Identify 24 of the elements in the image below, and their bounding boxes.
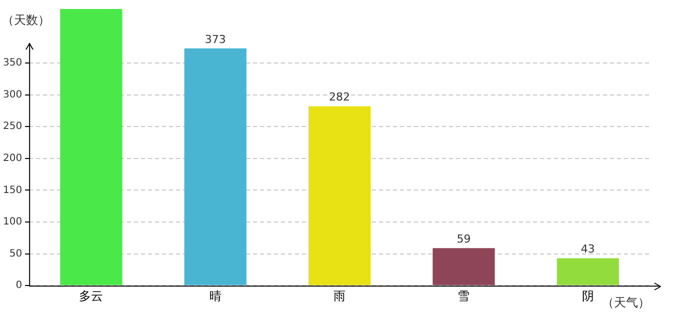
y-tick-label: 150 xyxy=(2,184,22,196)
y-tick-label: 100 xyxy=(2,216,22,228)
y-tick-label: 50 xyxy=(9,248,22,260)
x-tick-label: 雨 xyxy=(334,288,346,303)
data-label: 373 xyxy=(204,32,226,46)
y-tick-label: 350 xyxy=(2,58,22,69)
bar xyxy=(60,9,122,286)
data-label: 59 xyxy=(456,232,471,246)
bar xyxy=(308,106,371,286)
bar xyxy=(556,258,619,286)
x-tick-label: 多云 xyxy=(79,288,104,303)
y-tick-label: 250 xyxy=(2,121,22,132)
x-tick-label: 晴 xyxy=(209,288,222,303)
bar xyxy=(184,48,246,286)
y-tick-label: 0 xyxy=(16,280,22,292)
x-axis-title: （天气） xyxy=(602,296,650,310)
y-tick-label: 300 xyxy=(2,89,22,100)
data-label: 43 xyxy=(580,242,595,256)
data-label: 282 xyxy=(329,90,350,104)
x-tick-label: 阴 xyxy=(582,288,594,303)
x-tick-label: 雪 xyxy=(458,288,470,303)
y-tick-label: 200 xyxy=(2,153,22,164)
bar xyxy=(432,248,495,286)
y-axis-title: （天数） xyxy=(2,13,50,28)
